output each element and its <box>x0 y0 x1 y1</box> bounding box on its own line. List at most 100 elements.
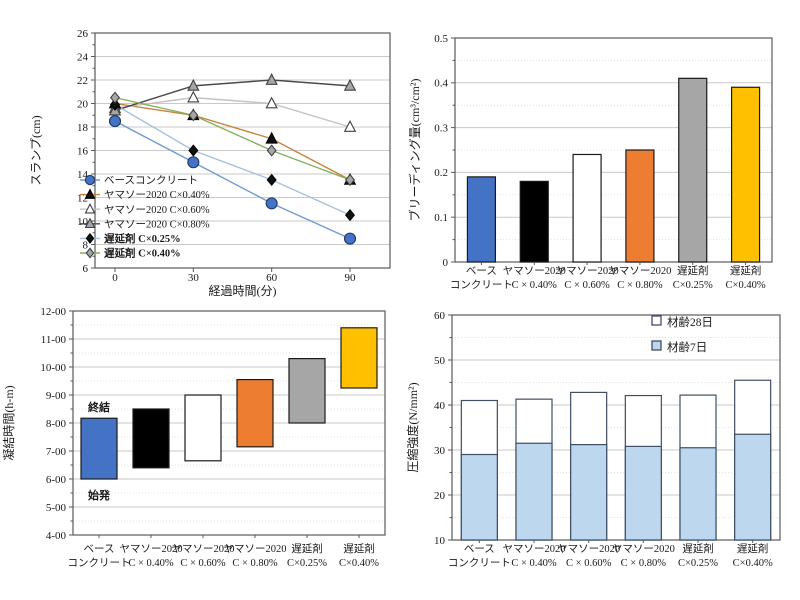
y-tick-label: 5-00 <box>46 502 67 514</box>
x-tick-label: 0 <box>112 272 118 284</box>
series-marker-triangle <box>265 131 278 144</box>
y-tick-label: 10 <box>434 535 446 547</box>
series-marker-triangle <box>84 217 96 229</box>
series-line <box>114 96 351 181</box>
y-tick-label: 6-00 <box>46 474 67 486</box>
category-label-line1: 遅延剤 <box>291 542 323 555</box>
category-label-line1: ヤマソー2020 <box>120 544 183 555</box>
series-marker-diamond <box>188 109 199 122</box>
series-marker-triangle <box>84 188 96 199</box>
series-marker-triangle <box>265 73 278 85</box>
bleeding-amount-bar-chart: 0 0.1 0.2 0.3 0.4 0.5 ブリーディング量(cm³/cm²) ベース コンクリ… <box>400 0 800 300</box>
series-marker-triangle <box>265 96 278 109</box>
series-marker-diamond <box>109 91 121 104</box>
bar <box>572 153 602 263</box>
range-bar <box>288 357 326 424</box>
category-label-line2: C×0.25% <box>678 558 718 569</box>
bar <box>625 149 655 263</box>
axis-grid: 4-00 5-00 6-00 7-00 8-00 9-00 10-00 11-00 12-00 <box>40 306 385 542</box>
category-label-line2: コンクリート <box>448 557 511 569</box>
category-label-line1: ベース <box>466 265 497 277</box>
legend-label: 材齢28日 <box>667 315 713 329</box>
series-marker-circle <box>108 115 122 128</box>
bar <box>730 86 761 263</box>
range-bar <box>236 378 274 448</box>
bar-age7 <box>515 442 553 541</box>
x-tick-label: 30 <box>188 272 200 284</box>
y-tick-label: 26 <box>77 28 89 40</box>
y-tick-label: 12 <box>77 192 88 204</box>
legend-label: 遅延剤 C×0.25% <box>104 232 181 245</box>
bar-age7 <box>570 444 608 541</box>
strength-svg: 10 20 30 40 50 60 圧縮強度(N/mm²) 材齢28日材齢7日ベースコンクリー… <box>405 310 781 569</box>
category-label-line2: C × 0.40% <box>512 280 558 291</box>
y-tick-label: 0 <box>443 257 449 269</box>
y-tick-label: 6 <box>83 263 89 275</box>
category-label-line2: C × 0.80% <box>232 558 278 569</box>
x-axis: 0 30 60 90 <box>112 268 356 284</box>
y-axis-title: スランプ(cm) <box>29 115 43 185</box>
axis-grid: 10 20 30 40 50 60 <box>434 310 780 547</box>
series-line <box>114 79 351 112</box>
series-marker-diamond <box>266 144 277 157</box>
series-marker-circle <box>265 197 278 210</box>
range-bar <box>80 417 118 480</box>
y-tick-label: 7-00 <box>46 446 67 458</box>
category-label-line2: C×0.25% <box>673 280 713 291</box>
plot-border <box>451 314 781 541</box>
y-tick-label: 14 <box>77 169 89 181</box>
y-tick-label: 22 <box>77 75 88 87</box>
category-label-line1: ヤマソー2020 <box>608 266 671 277</box>
y-axis-title: 凝結時間(h-m) <box>1 385 16 460</box>
category-label-line2: C × 0.60% <box>564 280 610 291</box>
category-label-line1: ヤマソー2020 <box>612 544 675 555</box>
category-label-line1: 遅延剤 <box>677 264 709 277</box>
category-label-line1: ヤマソー2020 <box>172 544 235 555</box>
annotation-終結: 終結 <box>88 400 110 414</box>
bars <box>466 77 761 263</box>
bar-age7 <box>624 445 662 541</box>
category-label-line2: コンクリート <box>68 557 131 569</box>
axis-grid: 0 0.1 0.2 0.3 0.4 0.5 <box>434 33 772 269</box>
series-line <box>114 96 351 128</box>
y-tick-label: 8-00 <box>46 418 67 430</box>
category-label-line2: C×0.40% <box>726 280 766 291</box>
y-tick-label: 10-00 <box>40 362 66 374</box>
category-label-line1: ベース <box>84 543 115 555</box>
series-marker-diamond <box>188 144 199 157</box>
series-lines <box>114 79 351 240</box>
range-bar <box>340 327 378 389</box>
bar-age7 <box>679 447 717 541</box>
slump-svg: 6 8 10 12 14 16 18 20 22 24 26 スランプ(cm) 0 30 60 90 経過時間(… <box>29 28 391 298</box>
series-marker-diamond <box>85 247 95 259</box>
setting-time-range-bar-chart: 4-00 5-00 6-00 7-00 8-00 9-00 10-00 11-00 12-00 凝… <box>0 300 400 600</box>
category-label-line1: ヤマソー2020 <box>557 544 620 555</box>
y-tick-label: 18 <box>77 122 89 134</box>
bar <box>678 77 708 263</box>
category-label-line1: 遅延剤 <box>737 542 769 555</box>
y-tick-label: 8 <box>83 239 89 251</box>
y-tick-label: 30 <box>434 445 446 457</box>
y-tick-label: 20 <box>77 98 89 110</box>
series-marker-triangle <box>187 90 200 103</box>
bar-age7 <box>734 433 772 541</box>
series-marker-diamond <box>344 208 356 222</box>
series-marker-circle <box>343 232 357 245</box>
legend-swatch <box>651 340 662 351</box>
legend-swatch <box>651 315 662 326</box>
series-marker-diamond <box>109 98 121 111</box>
y-tick-label: 10 <box>77 216 89 228</box>
y-tick-label: 12-00 <box>40 306 66 318</box>
x-tick-label: 60 <box>266 272 278 284</box>
bar-age7 <box>460 453 498 541</box>
category-label-line1: ヤマソー2020 <box>503 544 566 555</box>
series-markers <box>108 73 357 245</box>
legend-label: 材齢7日 <box>667 340 707 354</box>
bleeding-svg: 0 0.1 0.2 0.3 0.4 0.5 ブリーディング量(cm³/cm²) ベースコンクリ… <box>407 33 773 291</box>
y-tick-label: 16 <box>77 145 89 157</box>
category-label-line1: ヤマソー2020 <box>556 266 619 277</box>
category-label-line2: C × 0.40% <box>511 558 557 569</box>
